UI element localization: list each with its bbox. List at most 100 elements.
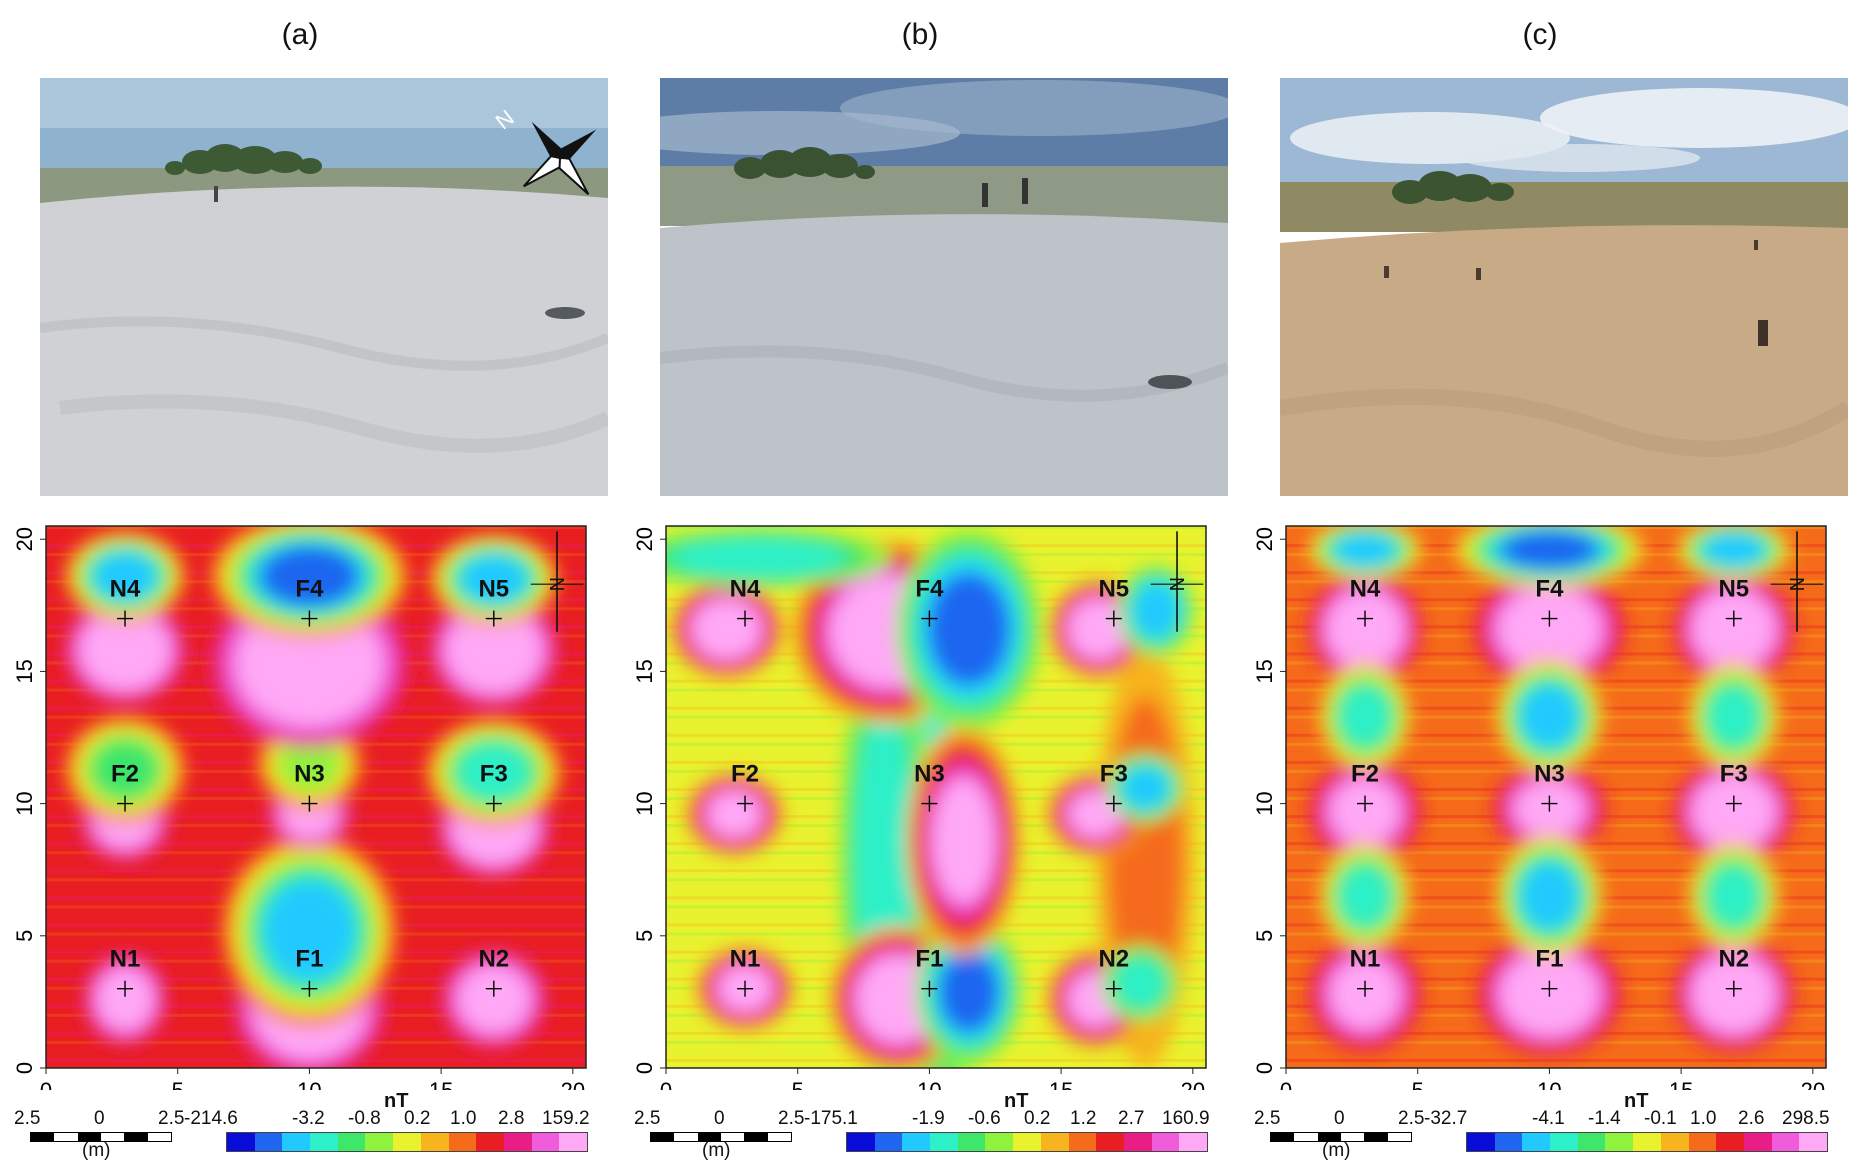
sand-ground: [660, 214, 1228, 496]
x-tick-label: 20: [1801, 1078, 1825, 1090]
anomaly-contour: [1339, 686, 1391, 747]
x-tick-label: 10: [1537, 1078, 1561, 1090]
north-arrow-icon: N: [530, 531, 584, 632]
x-tick-label: 0: [660, 1078, 672, 1090]
point-label: N4: [110, 576, 141, 603]
scale-right-label: 2.5: [1398, 1108, 1425, 1129]
point-label: N1: [730, 946, 761, 973]
colorbar-unit: nT: [1624, 1090, 1649, 1112]
x-tick-label: 5: [792, 1078, 804, 1090]
colorbar-swatch: [420, 1133, 449, 1151]
colorbar-tick: 160.9: [1162, 1108, 1210, 1129]
anomaly-contour: [455, 616, 533, 685]
y-tick-label: 20: [12, 527, 37, 551]
anomaly-contour: [1133, 583, 1179, 638]
point-label: N4: [730, 576, 761, 603]
colorbar-swatch: [847, 1133, 875, 1151]
plot-frame: [1285, 525, 1827, 1069]
anomaly-contour: [260, 545, 359, 607]
x-tick-label: 5: [1412, 1078, 1424, 1090]
colorbar-swatch: [476, 1133, 504, 1151]
point-label: F4: [295, 576, 324, 603]
colorbar-swatch: [1605, 1133, 1634, 1151]
anomaly-contour: [928, 573, 1010, 685]
colorbar-swatch: [254, 1133, 283, 1151]
y-tick-label: 15: [1252, 659, 1277, 683]
scale-unit: (m): [1322, 1140, 1351, 1161]
point-label: F4: [1535, 576, 1564, 603]
point-label: N5: [1098, 576, 1129, 603]
point-label: F4: [915, 576, 944, 603]
anomaly-contour: [250, 613, 369, 714]
colorbar-tick: 1.0: [1690, 1108, 1717, 1129]
colorbar-swatch: [985, 1133, 1014, 1151]
scale-mid-label: 0: [714, 1108, 725, 1129]
anomaly-contour: [1708, 686, 1760, 747]
anomaly-contour: [1339, 866, 1391, 927]
panel-letter: (c): [1522, 18, 1558, 51]
anomaly-contour: [1506, 594, 1592, 664]
point-label: N5: [1718, 576, 1749, 603]
heatmap-field: [666, 526, 1206, 1068]
anomaly-contour: [91, 739, 160, 800]
x-tick-label: 5: [172, 1078, 184, 1090]
x-tick-label: 10: [297, 1078, 321, 1090]
anomaly-contour: [264, 881, 355, 980]
colorbar-tick: 298.5: [1782, 1108, 1830, 1129]
magnetic-map: 00 5 5 10 10 15 15 20 20 N1 F1 N2 F2 N3 F3 N4 F4 N5 N: [1252, 525, 1827, 1090]
anomaly-contour: [93, 552, 157, 600]
magnetic-map: 00 5 5 10 10 15 15 20 20 N1 F1 N2 F2 N3 F3 N4 F4 N5 N: [12, 525, 587, 1090]
x-tick-label: 20: [1181, 1078, 1205, 1090]
tree-cluster: [165, 144, 322, 175]
y-tick-label: 15: [632, 659, 657, 683]
colorbar: nT -175.1 -1.9 -0.6 0.2 1.2 2.7 160.9: [804, 1090, 1210, 1160]
heatmap-streak: [666, 526, 1206, 529]
anomaly-contour: [1699, 597, 1768, 662]
colorbar-tick: -175.1: [804, 1108, 858, 1129]
colorbar-tick: 2.8: [498, 1108, 525, 1129]
y-tick-label: 10: [1252, 791, 1277, 815]
colorbar-tick: -0.1: [1644, 1108, 1677, 1129]
y-tick-label: 5: [632, 930, 657, 942]
panel-letter: (a): [281, 18, 319, 51]
anomaly-contour: [670, 537, 846, 578]
x-tick-label: 15: [1669, 1078, 1693, 1090]
colorbar-gradient: [226, 1132, 588, 1152]
colorbar-gradient: [846, 1132, 1208, 1152]
colorbar-tick: -1.4: [1588, 1108, 1621, 1129]
point-label: N3: [914, 761, 945, 788]
colorbar-gradient: [1466, 1132, 1828, 1152]
anomaly-contour: [1072, 603, 1124, 655]
colorbar-tick: -1.9: [912, 1108, 945, 1129]
colorbar-unit: nT: [384, 1090, 409, 1112]
x-tick-label: 15: [429, 1078, 453, 1090]
anomaly-contour: [1500, 530, 1599, 570]
point-label: N1: [1350, 946, 1381, 973]
colorbar-swatch: [1522, 1133, 1551, 1151]
anomaly-contour: [1703, 533, 1765, 567]
anomaly-contour: [708, 791, 761, 837]
colorbar-swatch: [930, 1133, 958, 1151]
plot-frame: [665, 525, 1207, 1069]
y-tick-label: 0: [1252, 1062, 1277, 1074]
colorbar: nT -32.7 -4.1 -1.4 -0.1 1.0 2.6 298.5: [1424, 1090, 1830, 1160]
anomaly-contour: [457, 743, 531, 801]
colorbar-tick: -214.6: [184, 1108, 238, 1129]
colorbar-swatch: [531, 1133, 560, 1151]
colorbar-swatch: [1799, 1133, 1827, 1151]
point-label: F3: [1720, 761, 1748, 788]
colorbar-swatch: [1040, 1133, 1069, 1151]
scale-bar: 2.5 0 2.5 (m): [634, 1108, 804, 1161]
heatmap-field: [46, 526, 586, 1068]
panel-c: (c) 0055101015152020N1F1N2F2N3F3N4F4N5N …: [1240, 0, 1848, 1164]
heatmap-field: [1286, 526, 1826, 1068]
point-label: N2: [478, 946, 509, 973]
colorbar-tick: -0.8: [348, 1108, 381, 1129]
x-tick-label: 0: [1280, 1078, 1292, 1090]
colorbar-swatch: [1577, 1133, 1606, 1151]
colorbar-swatch: [1179, 1133, 1207, 1151]
colorbar-swatch: [1633, 1133, 1661, 1151]
colorbar-tick: -0.6: [968, 1108, 1001, 1129]
tree-cluster: [1392, 171, 1514, 204]
colorbar-swatch: [1123, 1133, 1152, 1151]
